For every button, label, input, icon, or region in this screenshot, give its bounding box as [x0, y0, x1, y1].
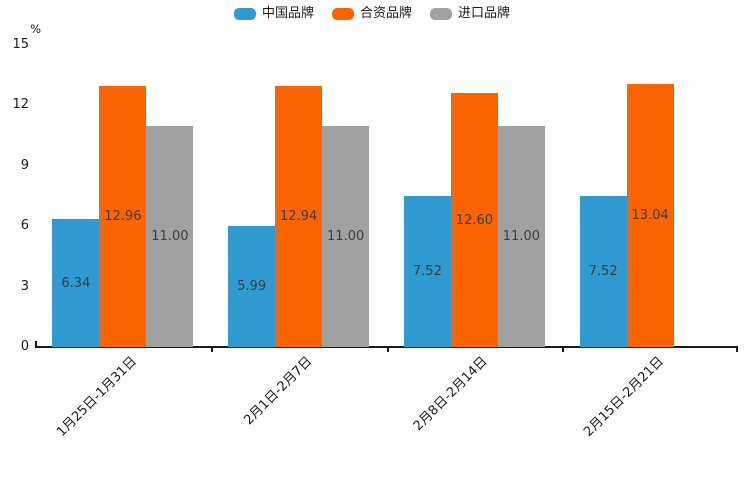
legend-swatch-icon [233, 8, 256, 20]
x-axis-line [35, 346, 738, 348]
legend-label: 进口品牌 [458, 6, 511, 21]
y-axis-tick-label: 9 [20, 157, 29, 173]
legend-item-2: 进口品牌 [430, 6, 510, 22]
x-axis-label-2: 2月8日-2月14日 [411, 354, 491, 434]
y-axis-tick-label: 6 [20, 218, 29, 234]
x-axis-tick [562, 348, 565, 352]
bar-value-label: 11.00 [151, 228, 189, 244]
x-axis-label-3: 2月15日-2月21日 [580, 354, 667, 440]
x-axis-tick [736, 348, 738, 352]
legend-item-1: 合资品牌 [331, 6, 412, 22]
axis-left-tick [35, 341, 37, 346]
chart-legend: 中国品牌 合资品牌 进口品牌 [0, 6, 744, 22]
x-axis-label-1: 2月1日-2月7日 [241, 354, 316, 429]
y-axis-tick-label: 12 [12, 97, 29, 113]
bar-value-label: 11.00 [327, 228, 365, 244]
y-axis-unit-label: % [30, 22, 41, 36]
legend-item-0: 中国品牌 [233, 6, 314, 22]
bar-value-label: 12.94 [280, 209, 318, 225]
bar-进口品牌-2: 11.00 [497, 125, 545, 347]
bar-value-label: 12.60 [455, 212, 493, 228]
bar-合资品牌-0: 12.96 [99, 86, 147, 347]
bar-进口品牌-0: 11.00 [146, 125, 194, 347]
x-axis-tick [210, 348, 213, 352]
bar-value-label: 5.99 [237, 279, 267, 295]
legend-label: 中国品牌 [261, 6, 314, 21]
bar-进口品牌-1: 11.00 [322, 125, 370, 347]
bar-合资品牌-1: 12.94 [275, 86, 323, 347]
bar-合资品牌-2: 12.60 [450, 93, 498, 347]
bar-中国品牌-2: 7.52 [403, 195, 451, 347]
bar-中国品牌-3: 7.52 [579, 195, 627, 347]
bar-value-label: 11.00 [502, 228, 540, 244]
y-axis-tick-label: 15 [12, 37, 29, 52]
bar-value-label: 12.96 [104, 209, 142, 225]
bar-中国品牌-1: 5.99 [228, 226, 276, 347]
bar-value-label: 7.52 [588, 263, 618, 279]
bar-value-label: 6.34 [61, 275, 91, 291]
bar-value-label: 13.04 [631, 208, 669, 224]
legend-label: 合资品牌 [359, 6, 412, 21]
bar-合资品牌-3: 13.04 [626, 84, 674, 347]
legend-swatch-icon [430, 8, 452, 20]
y-axis-tick-label: 0 [20, 339, 29, 354]
bar-中国品牌-0: 6.34 [52, 219, 100, 347]
x-axis-label-0: 1月25日-1月31日 [53, 354, 140, 440]
legend-swatch-icon [331, 8, 354, 20]
x-axis-tick [386, 348, 389, 352]
y-axis-tick-label: 3 [20, 278, 29, 294]
bar-value-label: 7.52 [412, 263, 442, 279]
